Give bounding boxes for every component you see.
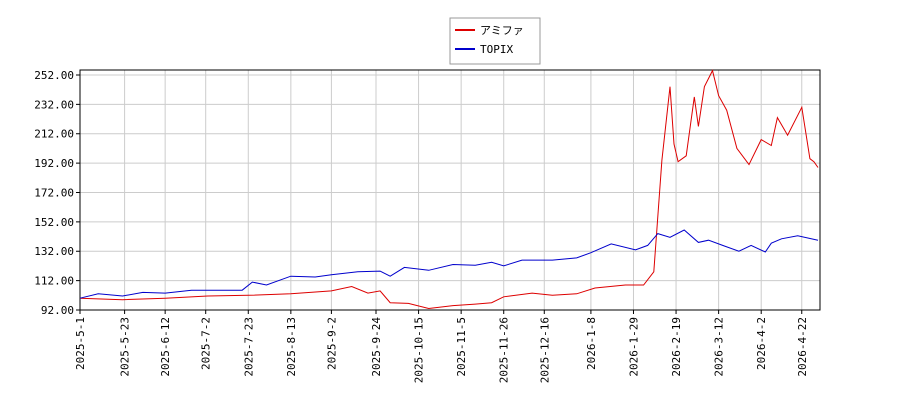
x-tick-label: 2025-12-16 bbox=[538, 317, 551, 383]
y-tick-label: 212.00 bbox=[34, 128, 74, 141]
x-tick-label: 2026-1-29 bbox=[627, 317, 640, 377]
x-tick-label: 2025-7-23 bbox=[242, 317, 255, 377]
x-tick-label: 2025-8-13 bbox=[285, 317, 298, 377]
y-tick-label: 232.00 bbox=[34, 98, 74, 111]
y-tick-label: 152.00 bbox=[34, 216, 74, 229]
x-tick-label: 2025-7-2 bbox=[200, 317, 213, 370]
y-tick-label: 172.00 bbox=[34, 186, 74, 199]
x-tick-label: 2025-11-5 bbox=[455, 317, 468, 377]
x-tick-label: 2025-6-12 bbox=[159, 317, 172, 377]
legend-box bbox=[449, 17, 541, 65]
x-tick-label: 2026-4-22 bbox=[796, 317, 809, 377]
x-tick-label: 2025-9-24 bbox=[370, 317, 383, 377]
y-tick-label: 112.00 bbox=[34, 275, 74, 288]
x-tick-label: 2026-1-8 bbox=[585, 317, 598, 370]
x-tick-label: 2026-3-12 bbox=[713, 317, 726, 377]
y-tick-label: 92.00 bbox=[41, 304, 74, 317]
x-tick-label: 2025-11-26 bbox=[498, 317, 511, 383]
series-line bbox=[79, 69, 819, 310]
y-tick-label: 132.00 bbox=[34, 245, 74, 258]
series-line bbox=[79, 229, 819, 299]
plot-frame bbox=[79, 69, 821, 311]
x-tick-label: 2025-5-23 bbox=[119, 317, 132, 377]
x-tick-label: 2026-2-19 bbox=[670, 317, 683, 377]
x-tick-label: 2025-10-15 bbox=[413, 317, 426, 383]
legend-label: アミファ bbox=[480, 24, 524, 37]
legend-label: TOPIX bbox=[480, 43, 513, 56]
x-tick-label: 2026-4-2 bbox=[755, 317, 768, 370]
y-tick-label: 252.00 bbox=[34, 69, 74, 82]
x-tick-label: 2025-9-2 bbox=[325, 317, 338, 370]
x-tick-label: 2025-5-1 bbox=[74, 317, 87, 370]
y-tick-label: 192.00 bbox=[34, 157, 74, 170]
